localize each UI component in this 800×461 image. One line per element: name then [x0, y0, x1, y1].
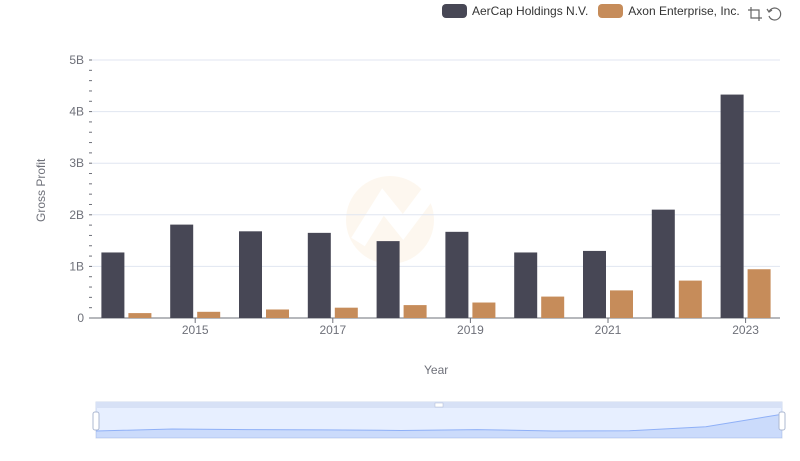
legend-swatch-axon: [598, 4, 624, 18]
bar-axon: [197, 311, 221, 318]
chart-legend: AerCap Holdings N.V. Axon Enterprise, In…: [442, 4, 750, 18]
bar-aercap: [651, 209, 675, 318]
legend-item-axon[interactable]: Axon Enterprise, Inc.: [598, 4, 740, 18]
y-tick-label: 2B: [69, 208, 84, 222]
zoom-handle-left[interactable]: [92, 411, 100, 431]
zoom-icon[interactable]: [747, 6, 765, 24]
bar-axon: [266, 309, 289, 318]
bar-aercap: [720, 94, 744, 319]
restore-icon[interactable]: [766, 6, 784, 24]
y-tick-label: 5B: [69, 53, 84, 67]
x-tick-label: 2023: [732, 323, 759, 337]
bar-aercap: [376, 241, 400, 318]
bar-aercap: [101, 252, 125, 318]
x-tick-label: 2019: [457, 323, 484, 337]
bar-aercap: [583, 250, 606, 318]
legend-label-aercap: AerCap Holdings N.V.: [472, 4, 589, 18]
zoom-slider-area: [96, 414, 782, 438]
bar-aercap: [445, 231, 469, 318]
y-tick-label: 3B: [69, 156, 84, 170]
legend-swatch-aercap: [442, 4, 467, 18]
bar-axon: [403, 305, 427, 318]
bar-axon: [128, 313, 152, 318]
bar-aercap: [170, 224, 194, 318]
bar-aercap: [239, 231, 262, 318]
bar-axon: [610, 290, 633, 318]
bar-aercap: [307, 232, 331, 318]
bar-axon: [472, 302, 496, 318]
zoom-slider-line: [95, 413, 783, 432]
bar-aercap: [514, 252, 538, 318]
x-tick-label: 2015: [182, 323, 209, 337]
bar-axon: [334, 307, 358, 318]
bar-axon: [541, 296, 565, 318]
legend-label-axon: Axon Enterprise, Inc.: [628, 4, 740, 18]
zoom-handle-right[interactable]: [778, 411, 786, 431]
x-axis-title: Year: [424, 363, 449, 377]
legend-item-aercap[interactable]: AerCap Holdings N.V.: [442, 4, 588, 18]
bar-axon: [747, 269, 771, 318]
chart-toolbox: [746, 6, 784, 24]
y-tick-label: 4B: [69, 105, 84, 119]
zoom-move-handle[interactable]: [434, 402, 444, 408]
x-tick-label: 2021: [595, 323, 622, 337]
bar-axon: [678, 280, 702, 318]
y-tick-label: 1B: [69, 259, 84, 273]
x-tick-label: 2017: [319, 323, 346, 337]
y-tick-label: 0: [77, 311, 84, 325]
